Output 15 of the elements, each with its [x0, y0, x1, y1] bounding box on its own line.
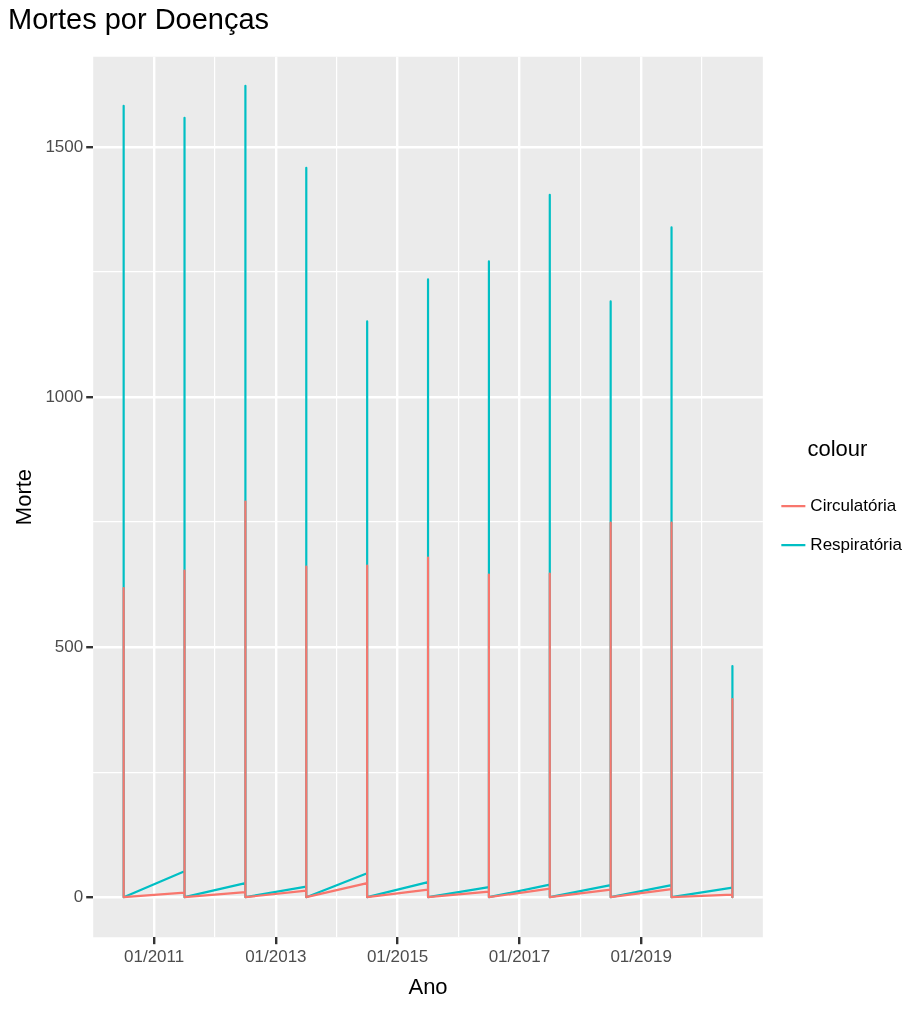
legend-label: Circulatória [810, 495, 897, 515]
y-tick-label: 1500 [45, 136, 84, 156]
x-tick-label: 01/2015 [366, 947, 429, 967]
x-tick-label: 01/2013 [245, 947, 307, 967]
y-tick-label: 1000 [45, 386, 84, 406]
x-tick-label: 01/2017 [488, 947, 551, 967]
x-tick-label: 01/2011 [123, 947, 185, 967]
y-tick-label: 0 [73, 886, 84, 906]
y-tick-label: 500 [54, 636, 84, 656]
x-tick-label: 01/2019 [610, 947, 672, 967]
chart-title: Mortes por Doenças [8, 3, 270, 36]
y-axis-title: Morte [11, 468, 37, 526]
legend-title: colour [807, 436, 868, 462]
legend-label: Respiratória [810, 534, 903, 554]
x-axis-title: Ano [408, 973, 448, 999]
